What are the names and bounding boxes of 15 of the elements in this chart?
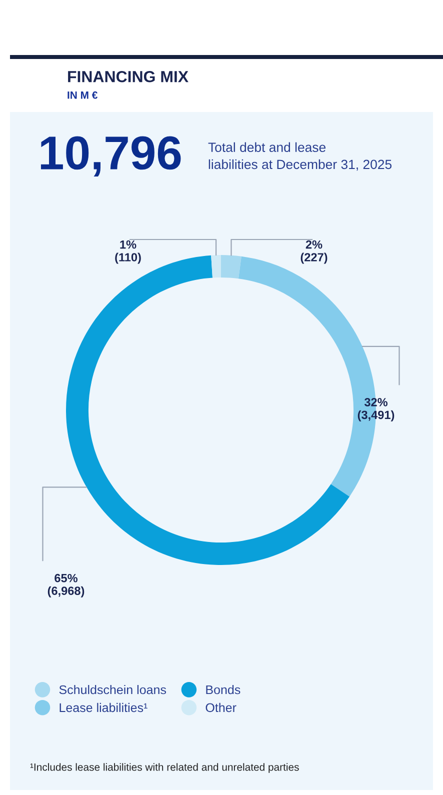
chart-subtitle: IN M €	[68, 91, 98, 99]
legend-label: Other	[206, 702, 236, 712]
text: ¹Includes lease liabilities with related and unrelated parties	[30, 763, 299, 773]
data-label: 1% (110)	[115, 240, 141, 264]
data-label: 32% (3,491)	[358, 398, 394, 422]
legend-label: Schuldschein loans	[59, 685, 166, 694]
donut-slice	[221, 255, 242, 279]
donut-slice	[211, 255, 221, 278]
chart-title: FINANCING MIX	[68, 70, 188, 82]
data-label: 2% (227)	[300, 240, 328, 264]
legend-label: Lease liabilities¹	[60, 702, 148, 712]
data-label: 65% (6,968)	[48, 574, 84, 598]
text: 10,796	[40, 136, 181, 177]
text: Total debt and lease liabilities at December 31, 2025	[208, 142, 392, 171]
legend-label: Bonds	[206, 685, 240, 694]
